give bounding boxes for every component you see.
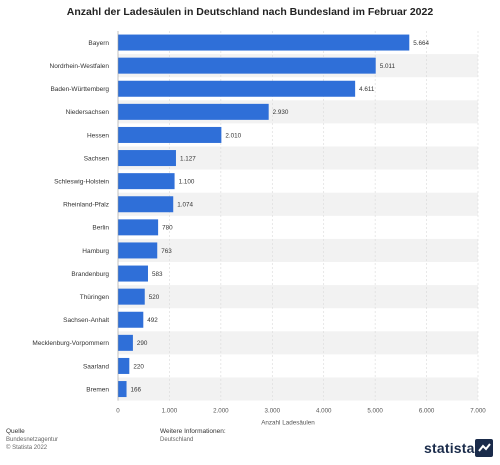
bar (118, 173, 175, 190)
value-label: 220 (133, 363, 144, 370)
statista-logo-icon (475, 439, 493, 457)
value-label: 583 (152, 271, 163, 278)
bar (118, 265, 148, 282)
row-band (118, 285, 478, 309)
category-label: Hessen (87, 132, 109, 139)
category-label: Schleswig-Holstein (54, 178, 109, 185)
bar (118, 219, 159, 236)
x-tick-label: 4.000 (316, 408, 332, 415)
value-label: 1.100 (179, 178, 195, 185)
x-tick-label: 2.000 (213, 408, 229, 415)
x-tick-label: 1.000 (162, 408, 178, 415)
category-label: Brandenburg (71, 271, 109, 278)
value-label: 5.664 (413, 40, 429, 47)
chart-title: Anzahl der Ladesäulen in Deutschland nac… (66, 6, 434, 18)
bar (118, 311, 144, 328)
bar (118, 57, 376, 74)
value-label: 780 (162, 225, 173, 232)
category-label: Hamburg (82, 248, 109, 255)
info-line-1: Deutschland (160, 437, 194, 443)
row-band (118, 192, 478, 216)
bar (118, 150, 176, 167)
source-heading: Quelle (6, 428, 25, 435)
value-label: 1.127 (180, 155, 196, 162)
value-label: 492 (147, 317, 158, 324)
bar (118, 288, 145, 305)
x-tick-label: 7.000 (470, 408, 486, 415)
value-label: 520 (149, 294, 160, 301)
info-heading[interactable]: Weitere Informationen: (160, 428, 226, 435)
category-label: Mecklenburg-Vorpommern (32, 340, 109, 347)
x-tick-label: 3.000 (265, 408, 281, 415)
bar (118, 196, 174, 213)
category-label: Nordrhein-Westfalen (50, 63, 110, 70)
row-band (118, 331, 478, 355)
category-label: Berlin (92, 225, 109, 232)
bar (118, 80, 356, 97)
row-band (118, 377, 478, 401)
value-label: 166 (131, 386, 142, 393)
value-label: 290 (137, 340, 148, 347)
category-label: Bayern (88, 40, 109, 47)
category-label: Sachsen-Anhalt (63, 317, 109, 324)
category-label: Rheinland-Pfalz (63, 202, 109, 209)
bar (118, 34, 410, 51)
value-label: 2.010 (225, 132, 241, 139)
value-label: 1.074 (177, 202, 193, 209)
bar (118, 334, 133, 351)
category-label: Sachsen (84, 155, 110, 162)
value-label: 2.930 (273, 109, 289, 116)
bar (118, 103, 269, 120)
x-tick-label: 0 (116, 408, 120, 415)
bar (118, 381, 127, 398)
category-label: Bremen (86, 386, 109, 393)
category-label: Niedersachsen (66, 109, 110, 116)
bar (118, 242, 158, 259)
bar-chart: 0 1.000 2.000 3.000 4.000 5.000 6.000 7.000 Anza… (32, 31, 486, 427)
statista-logo[interactable]: statista (424, 440, 475, 456)
x-tick-label: 6.000 (419, 408, 435, 415)
bar (118, 357, 130, 374)
row-band (118, 238, 478, 262)
source-line-2: © Statista 2022 (6, 445, 48, 451)
bar (118, 126, 222, 143)
x-tick-label: 5.000 (367, 408, 383, 415)
source-line-1: Bundesnetzagentur (6, 437, 59, 443)
value-label: 763 (161, 248, 172, 255)
row-band (118, 146, 478, 170)
value-label: 4.611 (359, 86, 375, 93)
category-label: Saarland (83, 363, 109, 370)
x-axis-title: Anzahl Ladesäulen (261, 420, 315, 427)
category-label: Thüringen (80, 294, 110, 301)
value-label: 5.011 (380, 63, 396, 70)
category-label: Baden-Württemberg (50, 86, 109, 93)
